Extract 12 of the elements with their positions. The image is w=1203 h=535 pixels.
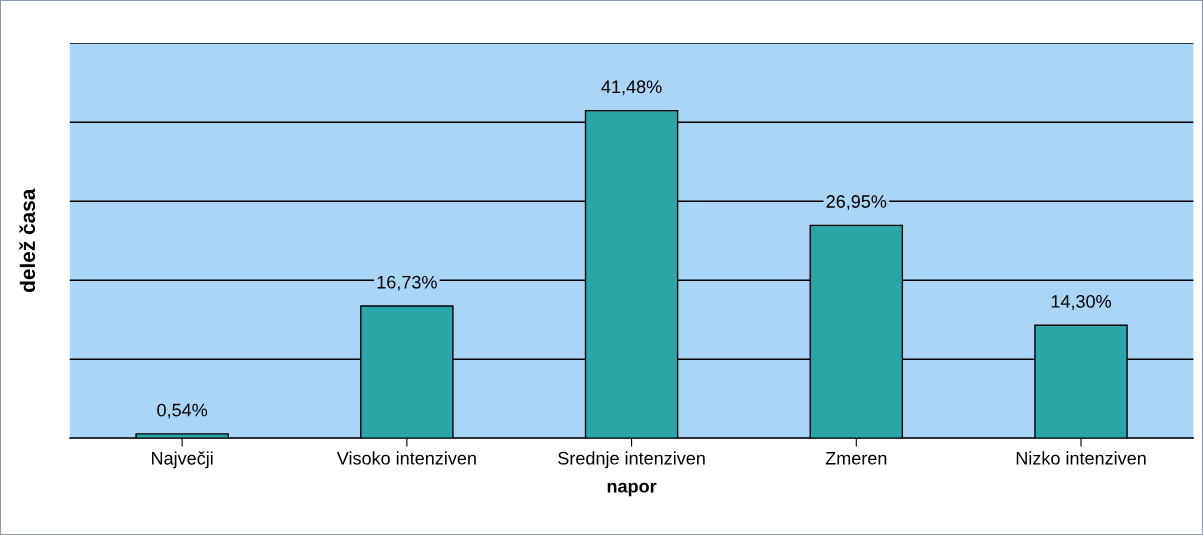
x-tick-label: Zmeren (825, 452, 887, 465)
x-tick-label: Srednje intenziven (558, 451, 705, 469)
x-tick-label: Nizko intenziven (1016, 451, 1146, 465)
data-label: 16,73% (377, 275, 437, 291)
x-tick-label: Visoko intenziven (336, 451, 476, 465)
data-label: 26,95% (826, 195, 887, 211)
y-axis-title: delež časa (19, 188, 36, 293)
data-label: 41,48% (601, 80, 662, 96)
data-label: 0,54% (157, 403, 208, 419)
data-label: 14,30% (1051, 295, 1111, 310)
x-tick-label: Največji (152, 451, 213, 469)
x-axis-title: napor (607, 482, 657, 497)
